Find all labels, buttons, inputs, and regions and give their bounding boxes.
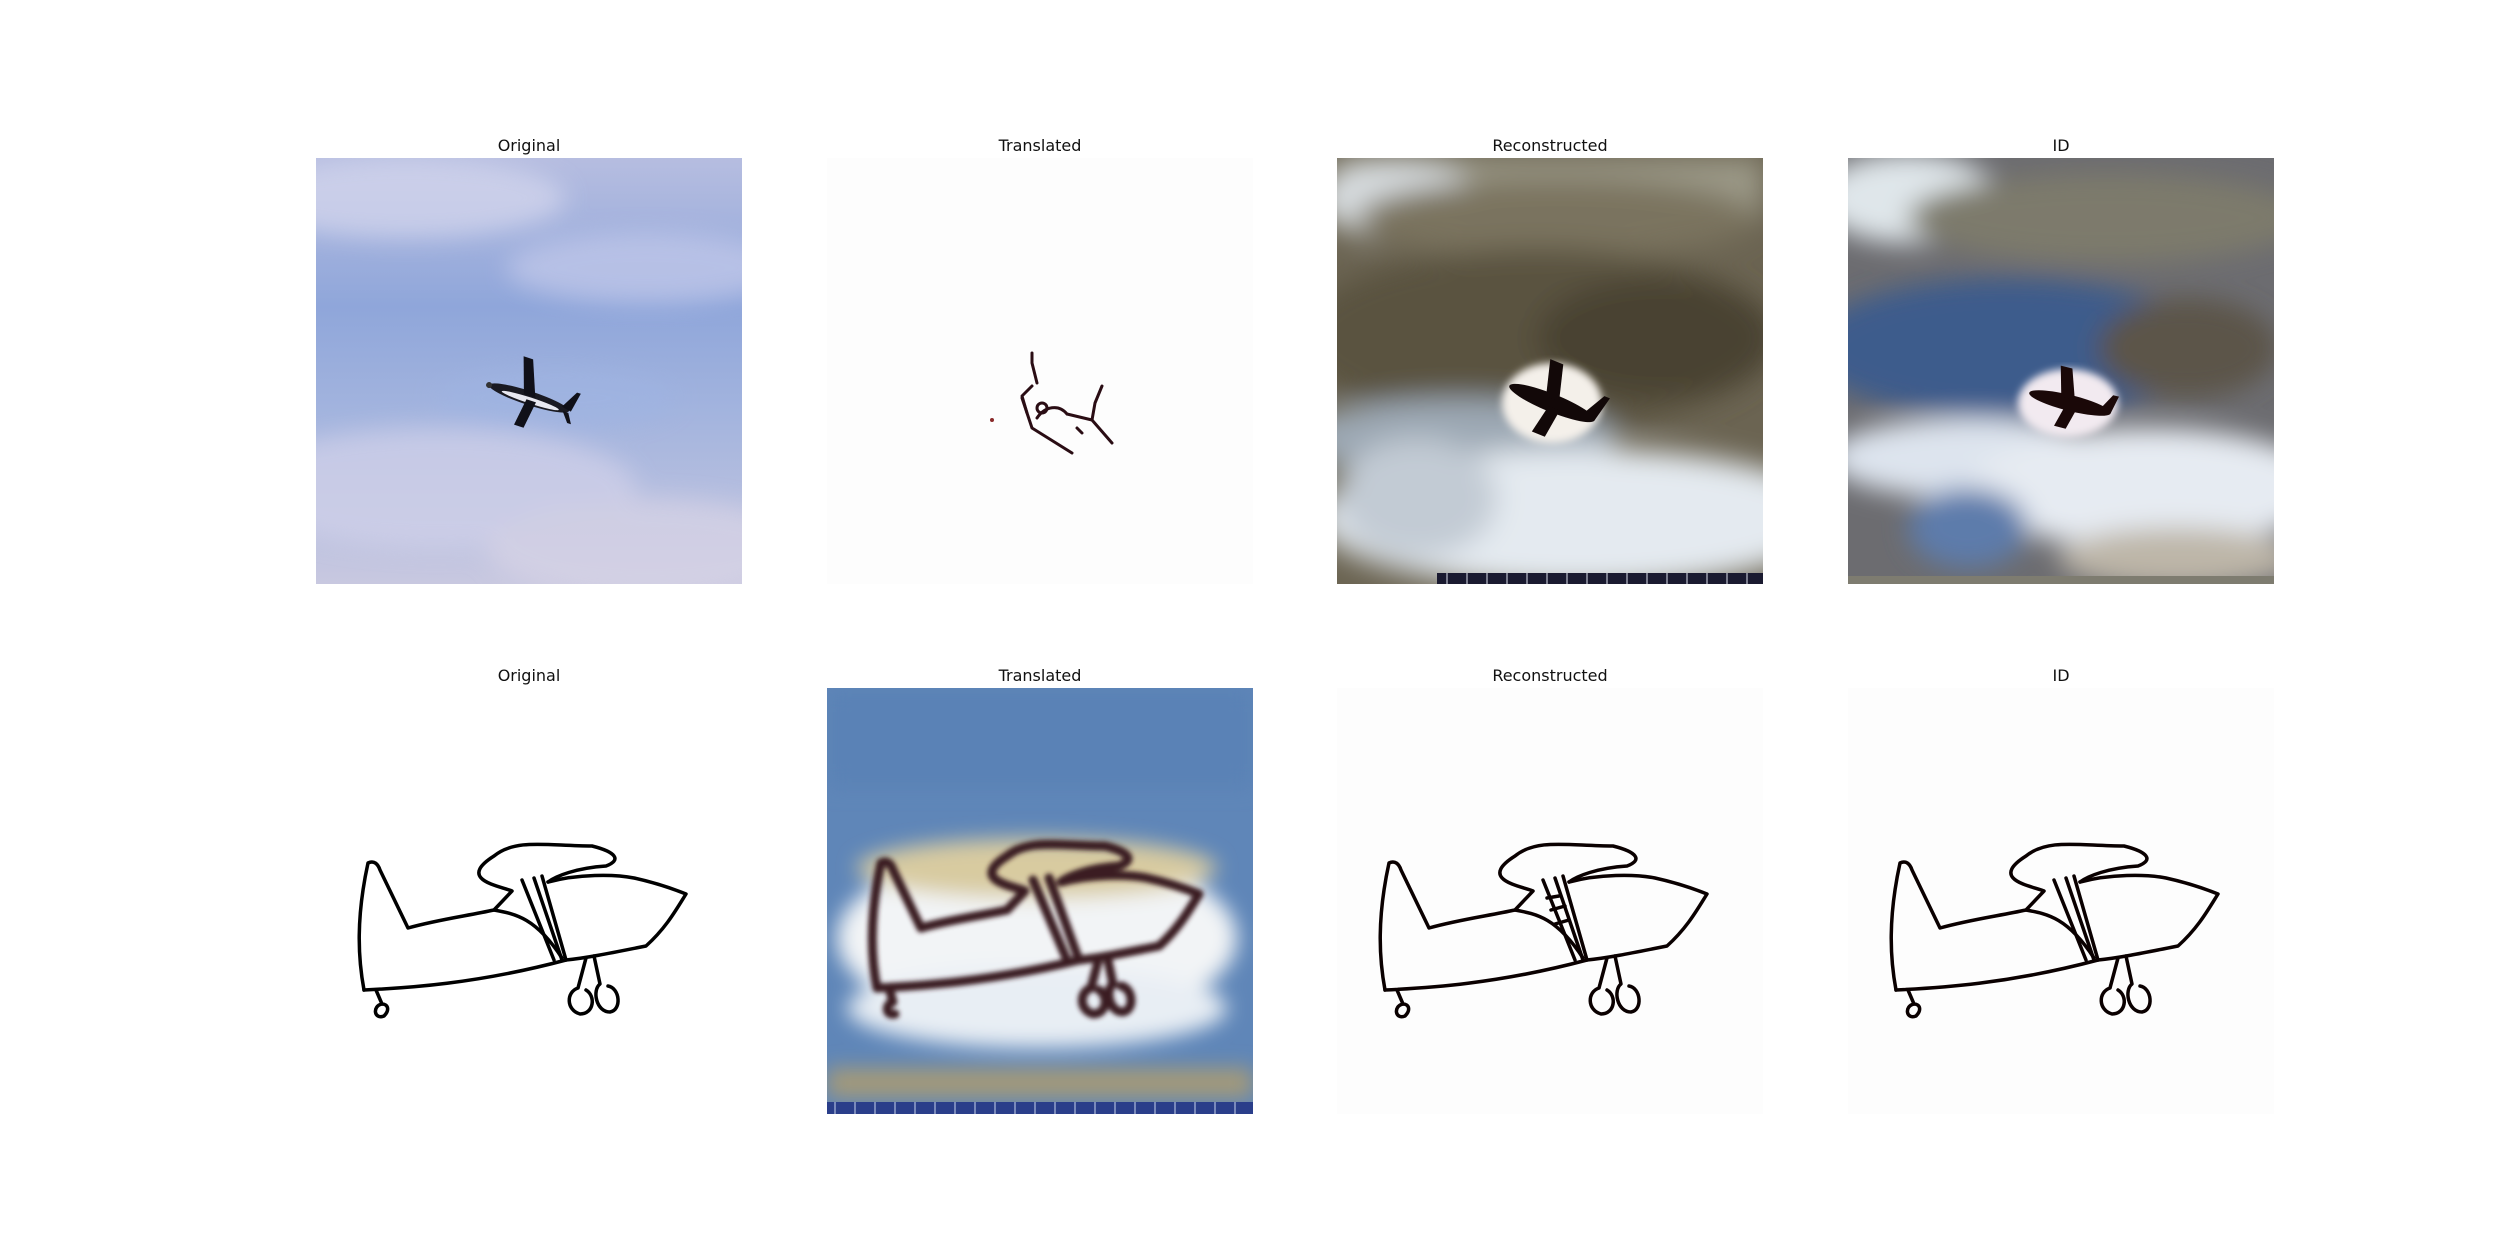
photo-airplane-sky (316, 158, 742, 584)
panel-title: Reconstructed (1492, 666, 1608, 685)
photo-identity-airplane (1848, 158, 2274, 584)
panel-title: Original (497, 666, 561, 685)
panel-title: Original (497, 136, 561, 155)
panel-title: Reconstructed (1492, 136, 1608, 155)
panel-title: ID (2052, 136, 2070, 155)
sketch-reconstructed-airplane (1337, 688, 1763, 1114)
sketch-sparse-airplane (827, 158, 1253, 584)
sketch-airplane (316, 688, 742, 1114)
panel-title: Translated (998, 136, 1082, 155)
photo-translated-sketch (827, 688, 1253, 1114)
panel-title: ID (2052, 666, 2070, 685)
panel-title: Translated (998, 666, 1082, 685)
photo-reconstructed-airplane (1337, 158, 1763, 584)
sketch-identity-airplane (1848, 688, 2274, 1114)
